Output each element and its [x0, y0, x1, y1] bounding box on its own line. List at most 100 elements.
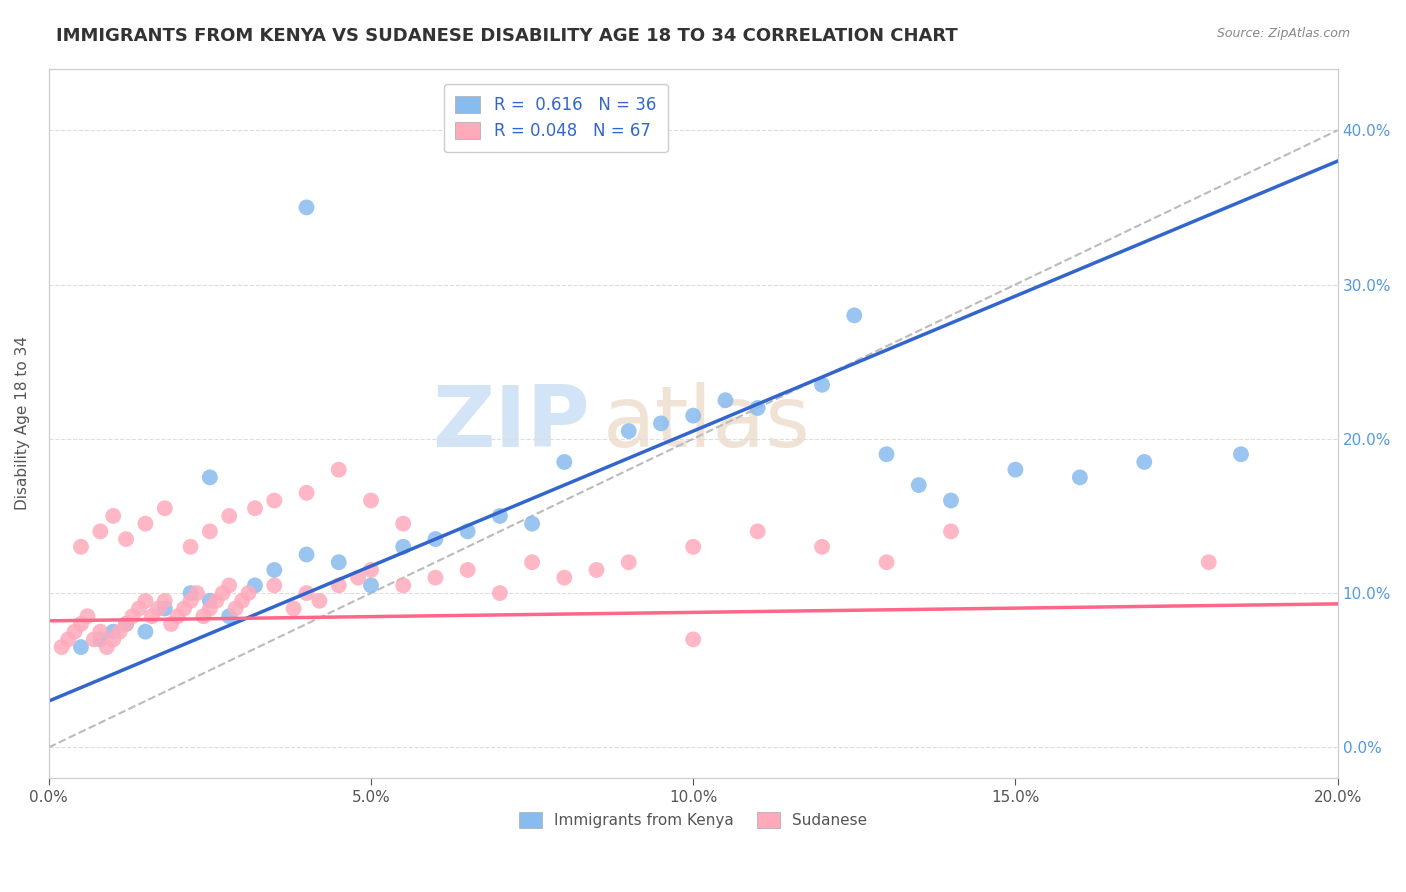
Point: [211, 586, 233, 600]
Point: [198, 594, 221, 608]
Legend: Immigrants from Kenya, Sudanese: Immigrants from Kenya, Sudanese: [513, 806, 873, 834]
Point: [682, 409, 704, 423]
Point: [115, 616, 138, 631]
Point: [939, 524, 962, 539]
Point: [876, 555, 898, 569]
Point: [243, 501, 266, 516]
Point: [148, 601, 170, 615]
Point: [425, 571, 447, 585]
Point: [617, 424, 640, 438]
Point: [121, 609, 143, 624]
Point: [198, 524, 221, 539]
Point: [392, 540, 415, 554]
Point: [347, 571, 370, 585]
Point: [193, 609, 215, 624]
Point: [134, 624, 156, 639]
Point: [56, 632, 79, 647]
Point: [186, 586, 208, 600]
Point: [295, 485, 318, 500]
Point: [153, 594, 176, 608]
Point: [682, 540, 704, 554]
Point: [457, 524, 479, 539]
Point: [844, 309, 866, 323]
Point: [360, 493, 382, 508]
Text: atlas: atlas: [603, 382, 811, 465]
Point: [617, 555, 640, 569]
Point: [553, 455, 575, 469]
Point: [128, 601, 150, 615]
Point: [153, 501, 176, 516]
Point: [103, 632, 125, 647]
Point: [180, 594, 202, 608]
Point: [283, 601, 305, 615]
Point: [392, 516, 415, 531]
Point: [811, 377, 834, 392]
Point: [70, 540, 93, 554]
Point: [89, 632, 111, 647]
Point: [939, 493, 962, 508]
Point: [103, 624, 125, 639]
Point: [198, 470, 221, 484]
Point: [115, 616, 138, 631]
Point: [714, 393, 737, 408]
Point: [166, 609, 188, 624]
Point: [89, 524, 111, 539]
Point: [682, 632, 704, 647]
Point: [1004, 463, 1026, 477]
Point: [585, 563, 607, 577]
Point: [96, 640, 118, 654]
Point: [205, 594, 228, 608]
Point: [520, 555, 543, 569]
Point: [153, 601, 176, 615]
Point: [295, 586, 318, 600]
Point: [218, 508, 240, 523]
Point: [1230, 447, 1253, 461]
Point: [747, 524, 769, 539]
Point: [83, 632, 105, 647]
Point: [328, 578, 350, 592]
Text: Source: ZipAtlas.com: Source: ZipAtlas.com: [1216, 27, 1350, 40]
Point: [520, 516, 543, 531]
Point: [457, 563, 479, 577]
Point: [263, 578, 285, 592]
Point: [141, 609, 163, 624]
Point: [231, 594, 253, 608]
Point: [103, 508, 125, 523]
Point: [263, 493, 285, 508]
Point: [1198, 555, 1220, 569]
Text: ZIP: ZIP: [432, 382, 591, 465]
Point: [360, 578, 382, 592]
Text: IMMIGRANTS FROM KENYA VS SUDANESE DISABILITY AGE 18 TO 34 CORRELATION CHART: IMMIGRANTS FROM KENYA VS SUDANESE DISABI…: [56, 27, 957, 45]
Point: [180, 586, 202, 600]
Point: [218, 578, 240, 592]
Point: [63, 624, 86, 639]
Point: [76, 609, 98, 624]
Point: [328, 555, 350, 569]
Point: [89, 624, 111, 639]
Point: [747, 401, 769, 415]
Point: [811, 540, 834, 554]
Point: [70, 616, 93, 631]
Point: [295, 548, 318, 562]
Point: [328, 463, 350, 477]
Point: [1133, 455, 1156, 469]
Point: [134, 516, 156, 531]
Point: [1069, 470, 1091, 484]
Point: [160, 616, 183, 631]
Point: [108, 624, 131, 639]
Point: [134, 594, 156, 608]
Point: [243, 578, 266, 592]
Y-axis label: Disability Age 18 to 34: Disability Age 18 to 34: [15, 336, 30, 510]
Point: [308, 594, 330, 608]
Point: [553, 571, 575, 585]
Point: [876, 447, 898, 461]
Point: [489, 508, 512, 523]
Point: [489, 586, 512, 600]
Point: [238, 586, 260, 600]
Point: [70, 640, 93, 654]
Point: [263, 563, 285, 577]
Point: [180, 540, 202, 554]
Point: [907, 478, 929, 492]
Point: [360, 563, 382, 577]
Point: [225, 601, 247, 615]
